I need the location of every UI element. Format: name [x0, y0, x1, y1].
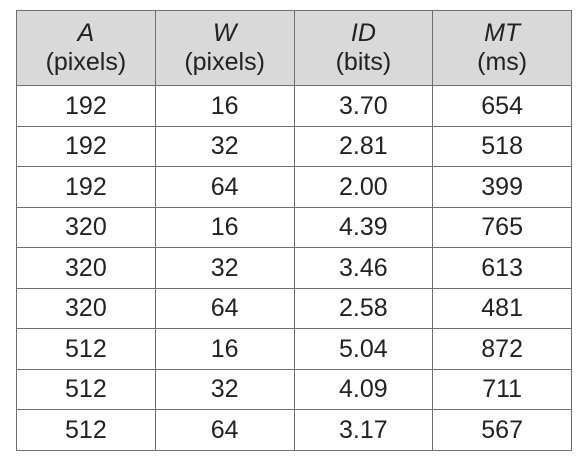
header-row: A (pixels) W (pixels) ID (bits) MT (ms): [16, 10, 572, 86]
table-cell: 399: [432, 166, 572, 208]
column-unit: (bits): [335, 48, 392, 76]
table-cell: 567: [432, 409, 572, 451]
table-row: 320 64 2.58 481: [16, 287, 572, 329]
table-cell: 5.04: [293, 328, 434, 370]
table-cell: 16: [154, 85, 295, 127]
column-unit: (pixels): [45, 48, 127, 76]
data-table-container: A (pixels) W (pixels) ID (bits) MT (ms): [16, 10, 572, 451]
column-unit: (ms): [477, 48, 528, 76]
column-header-mt: MT (ms): [432, 10, 572, 86]
table-cell: 2.00: [293, 166, 434, 208]
column-header-a: A (pixels): [16, 10, 156, 86]
table-cell: 192: [16, 85, 156, 127]
table-cell: 765: [432, 206, 572, 248]
table-cell: 3.17: [293, 409, 434, 451]
table-cell: 872: [432, 328, 572, 370]
table-cell: 16: [154, 328, 295, 370]
column-header-w: W (pixels): [154, 10, 295, 86]
table-row: 512 32 4.09 711: [16, 368, 572, 410]
column-symbol: W: [212, 19, 237, 47]
table-cell: 32: [154, 125, 295, 167]
table-cell: 4.09: [293, 368, 434, 410]
table-cell: 32: [154, 368, 295, 410]
table-cell: 320: [16, 206, 156, 248]
table-cell: 3.46: [293, 247, 434, 289]
table-cell: 64: [154, 409, 295, 451]
table-cell: 711: [432, 368, 572, 410]
data-table: A (pixels) W (pixels) ID (bits) MT (ms): [16, 10, 572, 451]
column-symbol: MT: [484, 19, 521, 47]
table-cell: 4.39: [293, 206, 434, 248]
table-cell: 320: [16, 287, 156, 329]
column-symbol: ID: [350, 19, 376, 47]
table-cell: 512: [16, 409, 156, 451]
column-unit: (pixels): [184, 48, 265, 76]
table-cell: 512: [16, 328, 156, 370]
table-row: 320 32 3.46 613: [16, 247, 572, 289]
table-cell: 613: [432, 247, 572, 289]
table-cell: 512: [16, 368, 156, 410]
table-cell: 16: [154, 206, 295, 248]
table-cell: 481: [432, 287, 572, 329]
table-row: 320 16 4.39 765: [16, 206, 572, 248]
table-row: 512 16 5.04 872: [16, 328, 572, 370]
table-row: 192 64 2.00 399: [16, 166, 572, 208]
table-body: 192 16 3.70 654 192 32 2.81 518 192 64 2…: [16, 85, 572, 451]
table-cell: 320: [16, 247, 156, 289]
table-row: 192 16 3.70 654: [16, 85, 572, 127]
table-cell: 192: [16, 166, 156, 208]
table-cell: 64: [154, 166, 295, 208]
table-cell: 3.70: [293, 85, 434, 127]
table-cell: 518: [432, 125, 572, 167]
table-cell: 192: [16, 125, 156, 167]
column-header-id: ID (bits): [293, 10, 434, 86]
table-header: A (pixels) W (pixels) ID (bits) MT (ms): [16, 10, 572, 86]
column-symbol: A: [77, 19, 95, 47]
table-row: 512 64 3.17 567: [16, 409, 572, 451]
table-cell: 32: [154, 247, 295, 289]
table-cell: 654: [432, 85, 572, 127]
table-cell: 64: [154, 287, 295, 329]
table-cell: 2.81: [293, 125, 434, 167]
table-cell: 2.58: [293, 287, 434, 329]
table-row: 192 32 2.81 518: [16, 125, 572, 167]
